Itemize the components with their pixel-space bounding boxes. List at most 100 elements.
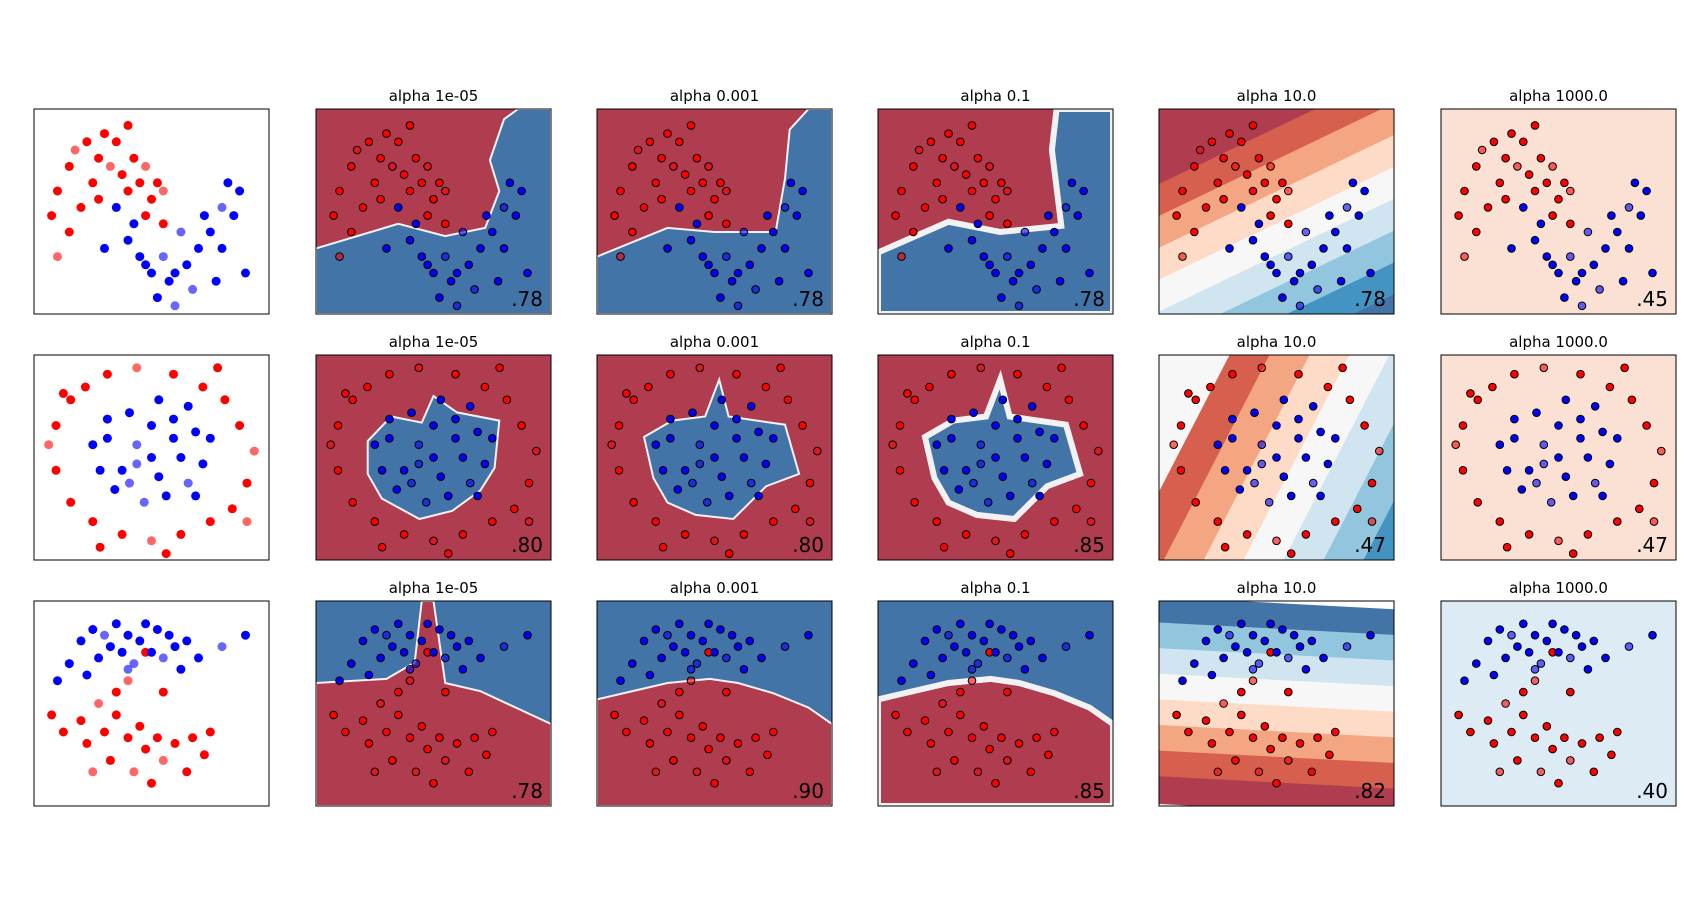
blue-data-point xyxy=(1348,178,1358,188)
blue-data-point xyxy=(205,227,215,237)
red-data-point xyxy=(1086,517,1096,526)
red-data-point xyxy=(1184,389,1193,398)
red-data-point xyxy=(152,733,162,743)
red-data-point xyxy=(698,178,708,188)
red-data-point xyxy=(102,369,112,379)
blue-data-point xyxy=(669,642,678,651)
red-data-point xyxy=(66,395,76,405)
blue-data-point xyxy=(223,178,233,188)
blue-data-point xyxy=(429,268,438,278)
red-data-point xyxy=(129,153,139,163)
blue-data-point xyxy=(1561,472,1571,482)
blue-data-point xyxy=(956,619,965,629)
red-data-point xyxy=(698,722,708,731)
blue-data-point xyxy=(123,235,133,245)
red-data-point xyxy=(722,186,731,196)
blue-data-point xyxy=(1605,459,1615,469)
red-data-point xyxy=(658,542,668,552)
blue-data-point xyxy=(1366,268,1375,278)
red-data-point xyxy=(80,382,90,392)
axes-frame xyxy=(1158,600,1395,807)
blue-data-point xyxy=(117,647,127,657)
red-data-point xyxy=(451,369,460,379)
blue-data-point xyxy=(158,653,168,663)
blue-data-point xyxy=(1254,659,1264,668)
blue-data-point xyxy=(1542,252,1552,261)
red-data-point xyxy=(616,252,625,261)
red-data-point xyxy=(364,739,374,748)
red-data-point xyxy=(495,363,504,373)
red-data-point xyxy=(1454,710,1463,720)
red-data-point xyxy=(1519,137,1528,147)
blue-data-point xyxy=(464,260,474,270)
red-data-point xyxy=(979,178,989,188)
red-data-point xyxy=(363,382,372,392)
red-data-point xyxy=(94,153,104,163)
blue-data-point xyxy=(1027,402,1037,411)
red-data-point xyxy=(644,382,653,392)
blue-data-point xyxy=(1598,491,1607,501)
red-data-point xyxy=(1284,756,1293,765)
red-data-point xyxy=(897,252,906,261)
blue-data-point xyxy=(1502,466,1512,475)
red-data-point xyxy=(394,710,403,720)
blue-data-point xyxy=(944,244,953,253)
blue-data-point xyxy=(1576,414,1585,424)
red-data-point xyxy=(639,716,649,725)
red-data-point xyxy=(123,676,133,686)
red-data-point xyxy=(704,162,713,171)
blue-data-point xyxy=(1228,434,1237,443)
blue-data-point xyxy=(769,227,778,237)
red-data-point xyxy=(675,687,684,697)
red-data-point xyxy=(1501,699,1510,708)
panel-title: alpha 1e-05 xyxy=(389,87,479,105)
red-data-point xyxy=(88,517,98,527)
blue-data-point xyxy=(1061,203,1071,212)
blue-data-point xyxy=(1342,203,1352,212)
blue-data-point xyxy=(663,630,672,640)
input-data-panel-moons xyxy=(33,108,270,315)
red-data-point xyxy=(1064,395,1074,405)
red-data-point xyxy=(891,710,900,720)
red-data-point xyxy=(1649,517,1659,526)
red-data-point xyxy=(382,129,391,138)
blue-data-point xyxy=(411,219,421,229)
red-data-point xyxy=(335,186,344,196)
blue-data-point xyxy=(920,636,930,646)
decision-band xyxy=(1353,294,1394,314)
blue-data-point xyxy=(435,625,444,634)
blue-data-point xyxy=(739,665,749,674)
red-data-point xyxy=(1284,186,1293,196)
red-data-point xyxy=(158,219,168,229)
red-data-point xyxy=(333,466,343,475)
decision-band xyxy=(1159,776,1394,806)
red-data-point xyxy=(903,389,912,398)
blue-data-point xyxy=(405,665,415,674)
blue-data-point xyxy=(1266,260,1275,270)
blue-data-point xyxy=(704,260,713,270)
red-data-point xyxy=(997,178,1006,188)
red-data-point xyxy=(1169,440,1178,450)
red-data-point xyxy=(158,755,168,765)
red-data-point xyxy=(199,750,209,760)
blue-data-point xyxy=(1026,636,1036,646)
red-data-point xyxy=(326,440,336,450)
red-data-point xyxy=(1032,733,1041,743)
blue-data-point xyxy=(1003,252,1012,261)
red-data-point xyxy=(1530,186,1540,196)
red-data-point xyxy=(88,767,98,777)
blue-data-point xyxy=(76,636,86,646)
blue-data-point xyxy=(1254,219,1264,229)
blue-data-point xyxy=(663,244,672,253)
red-data-point xyxy=(888,440,898,450)
blue-data-point xyxy=(1038,653,1047,663)
red-data-point xyxy=(967,676,977,686)
blue-data-point xyxy=(733,268,743,278)
red-data-point xyxy=(991,778,1000,788)
red-data-point xyxy=(1050,727,1059,737)
red-data-point xyxy=(633,145,643,155)
blue-data-point xyxy=(746,402,756,411)
red-data-point xyxy=(82,137,92,147)
red-data-point xyxy=(176,529,186,539)
blue-data-point xyxy=(1513,642,1522,651)
